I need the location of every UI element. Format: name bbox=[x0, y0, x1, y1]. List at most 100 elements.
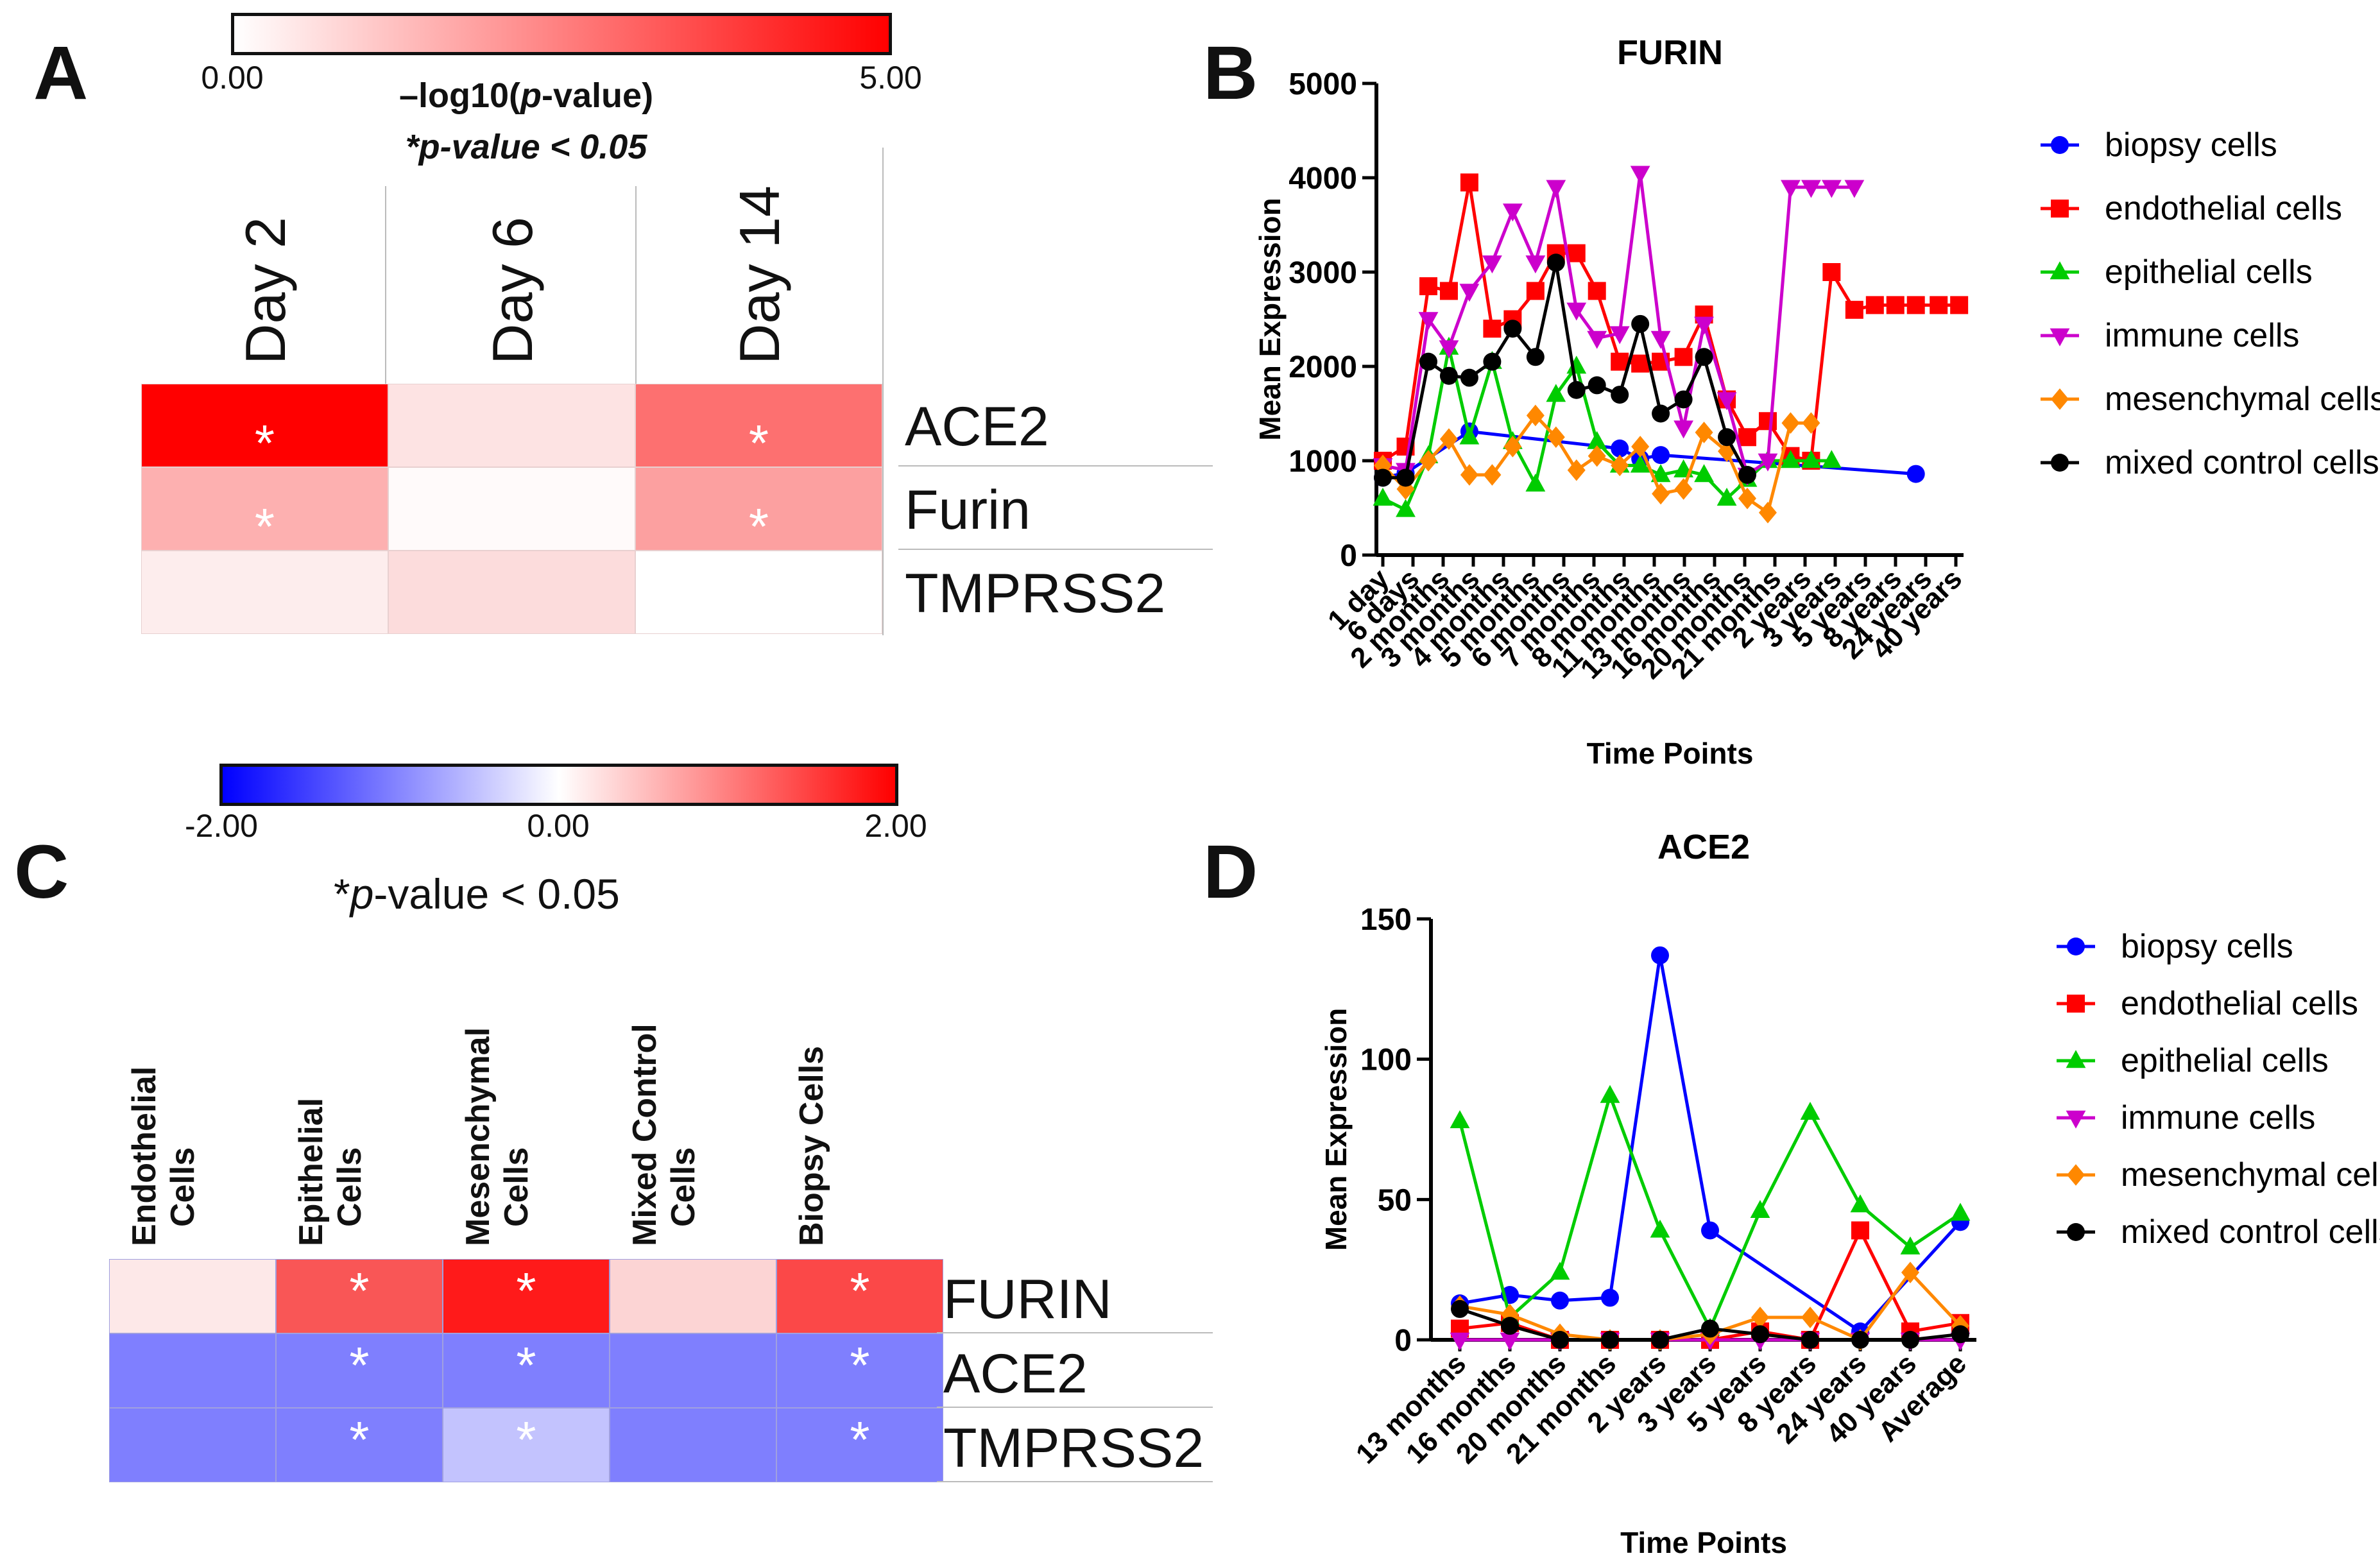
data-point bbox=[1822, 263, 1841, 281]
data-point bbox=[1631, 314, 1650, 333]
legend-marker bbox=[2051, 136, 2069, 154]
heatmap-cell bbox=[610, 1259, 776, 1333]
significance-star: * bbox=[349, 1411, 370, 1468]
row-label-tmprss2: TMPRSS2 bbox=[943, 1417, 1204, 1479]
data-point bbox=[1483, 320, 1502, 338]
legend-marker bbox=[2067, 1223, 2085, 1241]
row-separator bbox=[937, 1332, 1213, 1333]
data-point bbox=[1758, 412, 1777, 431]
data-point bbox=[1601, 1289, 1619, 1307]
colorbar-a-max-label: 5.00 bbox=[859, 60, 922, 96]
data-point bbox=[1450, 1332, 1470, 1351]
heatmap-cell bbox=[388, 551, 635, 634]
data-point bbox=[1650, 464, 1671, 483]
data-point bbox=[1566, 302, 1587, 321]
significance-note-a: *p-value < 0.05 bbox=[405, 128, 647, 166]
legend-marker bbox=[2051, 200, 2069, 218]
significance-note-c: *p-value < 0.05 bbox=[334, 870, 620, 918]
significance-star: * bbox=[254, 498, 275, 555]
data-point bbox=[1695, 422, 1713, 443]
data-point bbox=[1701, 1319, 1719, 1338]
data-point bbox=[1674, 420, 1693, 439]
data-point bbox=[1551, 1331, 1569, 1349]
y-tick-label: 150 bbox=[1360, 903, 1412, 937]
row-label-tmprss2: TMPRSS2 bbox=[905, 563, 1166, 624]
y-tick-label: 50 bbox=[1378, 1183, 1412, 1217]
x-axis-label: Time Points bbox=[1620, 1526, 1787, 1559]
data-point bbox=[1418, 312, 1439, 330]
legend-marker-shape bbox=[2050, 328, 2070, 347]
data-point bbox=[1588, 445, 1606, 467]
data-point bbox=[1460, 368, 1478, 387]
header-separator bbox=[882, 148, 884, 635]
data-point bbox=[1738, 466, 1756, 484]
data-point bbox=[1631, 354, 1650, 373]
series-line bbox=[1382, 173, 1854, 478]
data-point bbox=[1588, 376, 1606, 395]
data-point bbox=[1652, 404, 1670, 423]
data-point bbox=[1738, 428, 1756, 447]
data-point bbox=[1451, 1299, 1469, 1318]
data-point bbox=[1701, 1221, 1719, 1240]
heatmap-cell bbox=[388, 467, 635, 551]
row-label-furin: FURIN bbox=[943, 1269, 1112, 1330]
chart-title: ACE2 bbox=[1657, 828, 1750, 866]
data-point bbox=[1483, 352, 1502, 371]
data-point bbox=[1373, 488, 1393, 506]
legend-marker-shape bbox=[2067, 938, 2085, 955]
data-point bbox=[1503, 320, 1522, 338]
data-point bbox=[1758, 453, 1778, 472]
data-point bbox=[1396, 468, 1415, 487]
data-point bbox=[1546, 384, 1566, 402]
data-point bbox=[1587, 330, 1607, 349]
legend-marker-shape bbox=[2067, 1164, 2085, 1186]
data-point bbox=[1674, 390, 1693, 409]
data-point bbox=[1460, 464, 1478, 486]
significance-star: * bbox=[349, 1337, 370, 1394]
heatmap-cell bbox=[276, 1408, 443, 1482]
row-separator bbox=[937, 1407, 1213, 1408]
data-point bbox=[1850, 1194, 1871, 1213]
legend-label: epithelial cells bbox=[2121, 1042, 2329, 1079]
significance-star: * bbox=[748, 415, 769, 472]
data-point bbox=[1845, 300, 1863, 319]
data-point bbox=[1801, 1331, 1819, 1349]
data-point bbox=[1567, 244, 1586, 262]
data-point bbox=[1674, 348, 1693, 366]
legend-label: mixed control cells bbox=[2105, 444, 2379, 481]
significance-star: * bbox=[516, 1262, 536, 1319]
data-point bbox=[1587, 431, 1607, 449]
chart-title: FURIN bbox=[1617, 33, 1723, 72]
colorbar-a-title: –log10(p-value) bbox=[398, 76, 654, 115]
heatmap-cell bbox=[635, 551, 882, 634]
legend-marker bbox=[2066, 1050, 2086, 1068]
data-point bbox=[1781, 180, 1801, 198]
legend-marker bbox=[2067, 1164, 2085, 1186]
data-point bbox=[1801, 450, 1821, 468]
heatmap-cell bbox=[141, 384, 388, 467]
data-point bbox=[1459, 284, 1480, 302]
panel-label-a: A bbox=[33, 31, 89, 116]
colorbar-a bbox=[231, 13, 892, 55]
data-point bbox=[1500, 1332, 1520, 1351]
data-point bbox=[1751, 1306, 1769, 1328]
data-point bbox=[1801, 1306, 1819, 1328]
legend-marker-shape bbox=[2050, 261, 2070, 280]
data-point bbox=[1546, 426, 1565, 449]
data-point bbox=[1758, 502, 1777, 524]
legend-label: immune cells bbox=[2121, 1099, 2315, 1136]
colorbar-c bbox=[219, 764, 898, 806]
heatmap-cell bbox=[276, 1333, 443, 1408]
legend-marker-shape bbox=[2066, 1050, 2086, 1068]
series-line bbox=[1382, 347, 1832, 512]
heatmap-cell bbox=[141, 467, 388, 551]
data-point bbox=[1651, 946, 1669, 964]
data-point bbox=[1950, 1203, 1971, 1221]
data-point bbox=[1906, 296, 1925, 314]
data-point bbox=[1374, 468, 1392, 487]
heatmap-cell bbox=[776, 1408, 943, 1482]
data-point bbox=[1821, 450, 1842, 468]
data-point bbox=[1717, 488, 1737, 506]
data-point bbox=[1419, 450, 1437, 472]
